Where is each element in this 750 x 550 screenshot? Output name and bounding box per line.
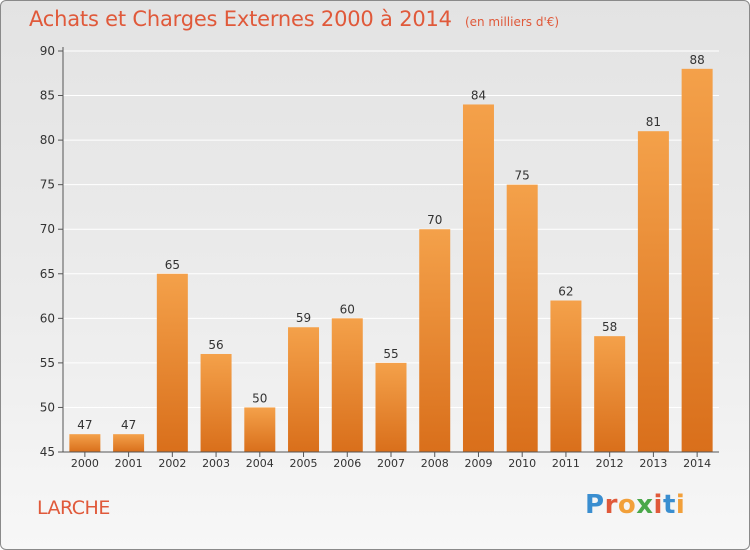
y-tick-label: 80 (40, 133, 55, 147)
data-label: 65 (165, 258, 180, 272)
logo-letter: o (617, 490, 637, 520)
y-tick-label: 45 (40, 445, 55, 459)
logo-letter: x (636, 490, 654, 520)
data-label: 60 (340, 302, 355, 316)
bar (200, 353, 232, 452)
x-tick-label: 2007 (377, 457, 405, 470)
y-tick-label: 65 (40, 267, 55, 281)
commune-name: LARCHE (37, 497, 110, 519)
bar (462, 104, 494, 452)
logo-letter: i (675, 490, 686, 520)
data-label: 81 (646, 115, 661, 129)
axes: 45 50 55 60 65 70 75 80 85 90 2000 2001 2002 2003 2004… (40, 44, 719, 470)
x-tick-label: 2006 (333, 457, 361, 470)
x-tick-label: 2014 (683, 457, 711, 470)
data-label: 47 (77, 418, 92, 432)
logo-letter: r (604, 490, 618, 520)
title-unit: (en milliers d'€) (464, 15, 560, 29)
x-tick-label: 2000 (71, 457, 99, 470)
x-tick-label: 2003 (202, 457, 230, 470)
bar (375, 362, 407, 452)
value-labels: 47 47 65 56 50 59 60 55 70 84 75 62 58 81 88 (77, 53, 705, 432)
bar (550, 300, 582, 452)
y-tick-label: 70 (40, 222, 55, 236)
x-tick-label: 2005 (290, 457, 318, 470)
bar (331, 318, 363, 452)
bar (681, 68, 713, 453)
y-tick-label: 90 (40, 44, 55, 58)
x-tick-label: 2012 (596, 457, 624, 470)
x-tick-label: 2004 (246, 457, 274, 470)
bar (113, 434, 145, 452)
bar (637, 131, 669, 452)
title-text: Achats et Charges Externes 2000 à 2014 (29, 7, 452, 31)
logo-letter: i (653, 490, 663, 520)
x-tick-label: 2001 (115, 457, 143, 470)
x-tick-label: 2010 (508, 457, 536, 470)
y-tick-label: 60 (40, 311, 55, 325)
y-tick-label: 55 (40, 356, 55, 370)
y-tick-label: 75 (40, 178, 55, 192)
bar (594, 336, 626, 452)
data-label: 59 (296, 311, 311, 325)
y-tick-label: 50 (40, 400, 55, 414)
data-label: 70 (427, 213, 442, 227)
logo-letter: P (585, 490, 605, 520)
data-label: 75 (515, 169, 530, 183)
x-tick-label: 2011 (552, 457, 580, 470)
data-label: 55 (383, 347, 398, 361)
proxiti-logo: Proxiti (585, 490, 685, 520)
bar (69, 434, 101, 452)
chart-title: Achats et Charges Externes 2000 à 2014 (… (29, 7, 559, 31)
bar (288, 327, 320, 452)
bars (69, 68, 713, 453)
bar (419, 229, 451, 452)
x-tick-label: 2009 (464, 457, 492, 470)
data-label: 88 (689, 53, 704, 67)
y-tick-label: 85 (40, 89, 55, 103)
data-label: 56 (208, 338, 223, 352)
bar (156, 273, 188, 452)
x-tick-label: 2008 (421, 457, 449, 470)
x-tick-label: 2013 (639, 457, 667, 470)
logo-letter: t (662, 490, 676, 520)
data-label: 62 (558, 285, 573, 299)
bar (506, 184, 538, 452)
x-tick-label: 2002 (158, 457, 186, 470)
data-label: 58 (602, 320, 617, 334)
bar (244, 407, 276, 452)
data-label: 47 (121, 418, 136, 432)
data-label: 84 (471, 88, 486, 102)
data-label: 50 (252, 391, 267, 405)
